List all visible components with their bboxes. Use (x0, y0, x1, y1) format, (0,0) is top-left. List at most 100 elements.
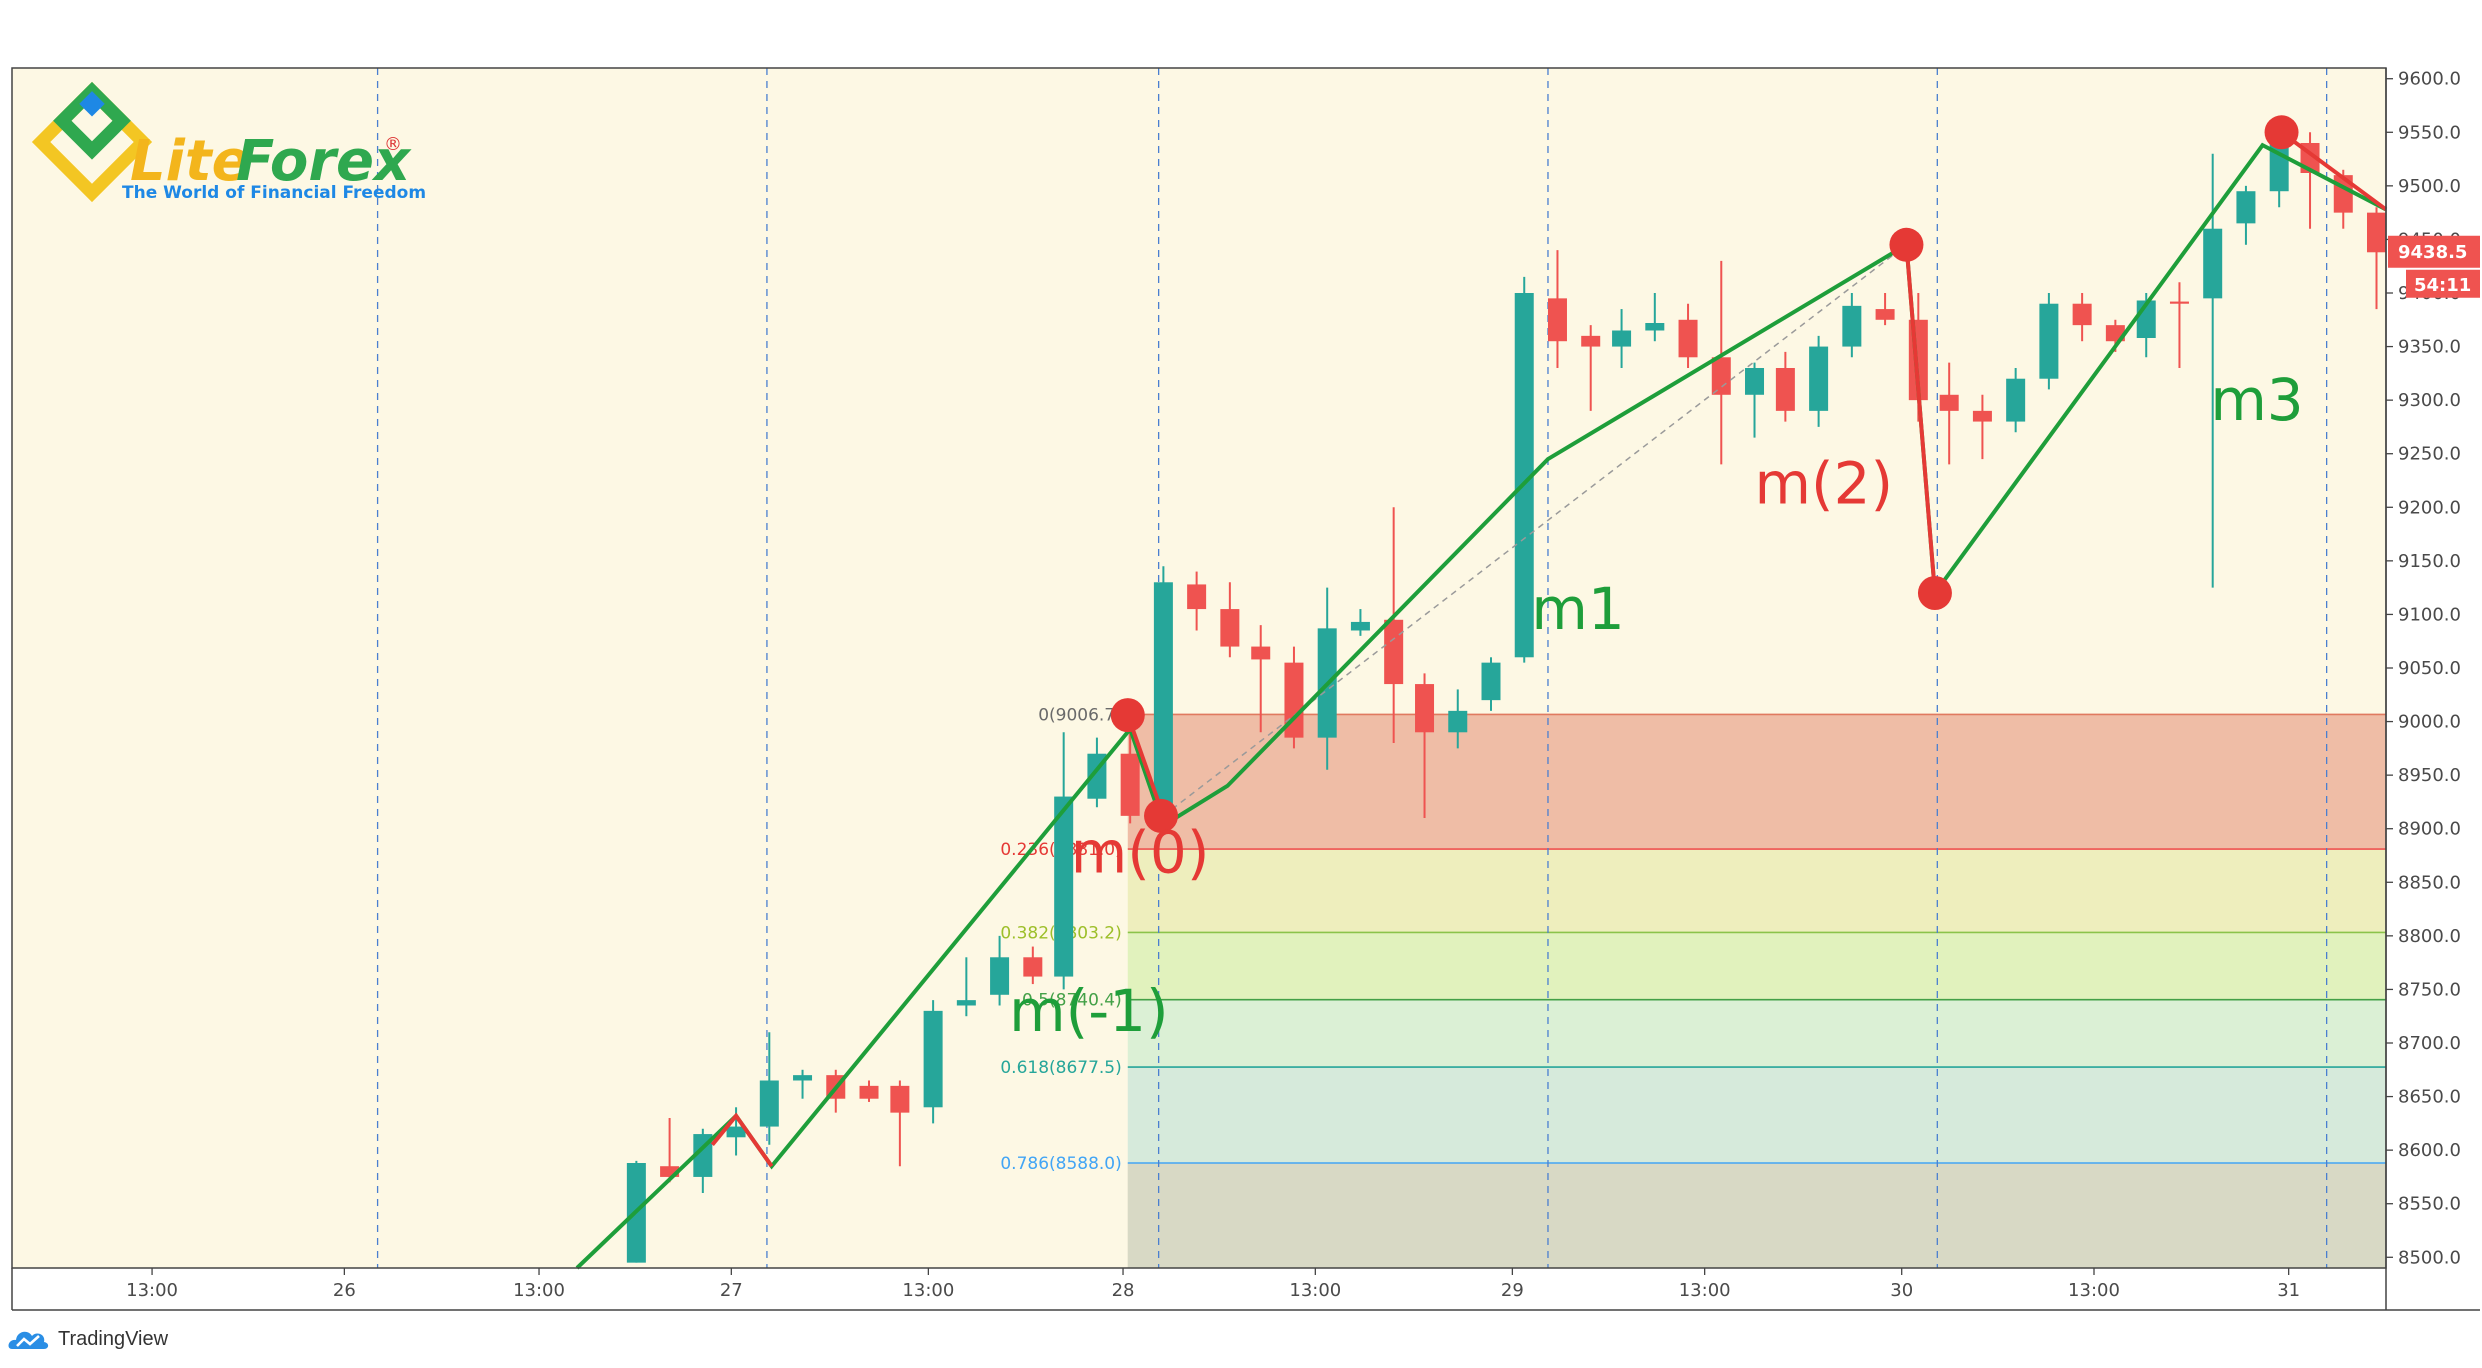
fib-zone (1127, 849, 2386, 933)
price-tick-label: 8750.0 (2398, 979, 2461, 1000)
dashed-trendline (1162, 244, 1907, 817)
candle-body (1645, 323, 1665, 331)
candle-body (1415, 684, 1435, 733)
tradingview-cloud-icon (8, 1331, 49, 1349)
candle-body (2203, 228, 2223, 299)
candle-body (1809, 346, 1829, 411)
candle (1350, 609, 1370, 636)
wave-label: m(0) (1071, 818, 1210, 886)
candle (1448, 689, 1468, 749)
candle (1972, 394, 1992, 460)
red-wave-segment (1904, 244, 1937, 594)
logo-text-forex: Forex (236, 129, 412, 194)
wave-label: m1 (1531, 575, 1624, 643)
tradingview-footer[interactable]: TradingView (8, 1322, 168, 1356)
candle-body (1220, 609, 1240, 647)
candle-body (759, 1080, 779, 1127)
price-timer-box (2406, 269, 2480, 298)
candle (1054, 732, 1074, 990)
price-tick-label: 8650.0 (2398, 1087, 2461, 1108)
candle-body (1153, 582, 1173, 808)
pivot-point (1917, 576, 1952, 610)
price-tick-label: 8500.0 (2398, 1247, 2461, 1268)
time-tick-label: 30 (1890, 1280, 1913, 1301)
candle-body (1054, 796, 1074, 977)
red-wave-segment (1125, 714, 1166, 817)
fibonacci-retracement[interactable]: 0(9006.7)0.236(8881.0)0.382(8803.2)0.5(8… (1000, 705, 2386, 1268)
price-tick-label: 9150.0 (2398, 551, 2461, 572)
wave-label: m(-1) (1009, 977, 1169, 1045)
price-tick-label: 9350.0 (2398, 337, 2461, 358)
candle-body (1251, 646, 1271, 660)
price-axis[interactable]: 9600.09550.09500.09450.09400.09350.09300… (2386, 69, 2461, 1269)
candle (1023, 946, 1043, 985)
candle (1415, 673, 1435, 818)
time-tick-label: 13:00 (1679, 1280, 1731, 1301)
candle (1939, 362, 1959, 465)
wave-label: m(2) (1755, 450, 1894, 518)
candle (859, 1080, 879, 1102)
price-badge-box (2388, 235, 2480, 268)
candle-body (1875, 309, 1895, 320)
price-tick-label: 8600.0 (2398, 1140, 2461, 1161)
fib-level-label: 0.786(8588.0) (1000, 1154, 1121, 1174)
candle-body (1939, 394, 1959, 411)
candle (1514, 276, 1534, 663)
candle-body (2169, 301, 2189, 304)
fib-zone (1127, 932, 2386, 1000)
candle-body (2072, 303, 2092, 326)
candle (1220, 582, 1240, 658)
candle (2203, 153, 2223, 588)
candle-body (726, 1126, 746, 1138)
candle (793, 1069, 813, 1099)
candle (2367, 207, 2387, 310)
candle-body (1581, 335, 1601, 347)
price-tick-label: 9600.0 (2398, 69, 2461, 90)
fib-zone (1127, 714, 2386, 850)
price-tick-label: 9000.0 (2398, 712, 2461, 733)
candle-body (2367, 212, 2387, 253)
wave-lines[interactable] (575, 115, 2388, 1270)
time-tick-label: 13:00 (126, 1280, 178, 1301)
candle (1645, 293, 1665, 342)
last-price-badge: 9438.5 54:11 (2388, 235, 2480, 298)
candle-body (1775, 368, 1795, 411)
candle-body (660, 1166, 680, 1177)
price-tick-label: 9200.0 (2398, 497, 2461, 518)
candle-body (1711, 357, 1731, 395)
price-tick-label: 9250.0 (2398, 444, 2461, 465)
candle-body (1120, 753, 1140, 816)
price-tick-label: 9550.0 (2398, 122, 2461, 143)
fib-level-label: 0.5(8740.4) (1022, 991, 1122, 1011)
candle-body (990, 957, 1010, 995)
price-tick-label: 8950.0 (2398, 765, 2461, 786)
candle (1251, 625, 1271, 733)
time-tick-label: 13:00 (902, 1280, 954, 1301)
candle (1711, 260, 1731, 465)
wave-labels: m(-1) m(0) m1 m(2) m3 (1009, 366, 2304, 1045)
candle-body (1547, 298, 1567, 342)
candle (1842, 293, 1862, 358)
price-tick-label: 9300.0 (2398, 390, 2461, 411)
pivot-point (1110, 698, 1145, 733)
logo-registered: ® (384, 134, 402, 155)
time-axis[interactable]: 13:00 26 13:00 27 13:00 28 13:00 29 13:00 30 13:00… (126, 1268, 2300, 1301)
candle (956, 957, 976, 1017)
candle (890, 1080, 910, 1167)
candle (2039, 293, 2059, 390)
logo-tagline: The World of Financial Freedom (122, 183, 426, 203)
candle-body (923, 1010, 943, 1108)
red-wave-segment (2280, 130, 2388, 212)
time-tick-label: 13:00 (1289, 1280, 1341, 1301)
candle (1187, 571, 1207, 631)
price-tick-label: 9050.0 (2398, 658, 2461, 679)
candle-body (2236, 191, 2256, 224)
red-wave-segment (710, 1112, 774, 1168)
candle-body (2006, 378, 2026, 422)
price-tick-label: 8800.0 (2398, 926, 2461, 947)
candle-body (1612, 330, 1632, 347)
candle-body (2039, 303, 2059, 379)
pivot-point (2264, 115, 2299, 150)
pivot-point (1889, 227, 1924, 262)
